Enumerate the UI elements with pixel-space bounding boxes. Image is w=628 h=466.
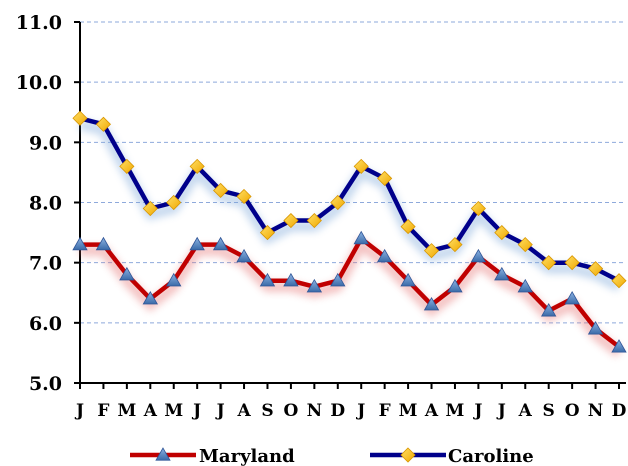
maryland-line-shadow: [80, 237, 623, 357]
y-tick-label: 8.0: [29, 193, 62, 215]
maryland-point: [330, 272, 346, 287]
caroline-point: [447, 237, 463, 253]
maryland-point: [212, 236, 229, 251]
x-tick-label: J: [355, 401, 365, 421]
caroline-point: [494, 225, 510, 241]
x-tick-label: J: [215, 401, 225, 421]
caroline-point: [95, 116, 112, 132]
caroline-point: [236, 188, 252, 205]
legend-item-maryland: Maryland: [130, 446, 295, 466]
x-tick-label: A: [424, 401, 439, 421]
maryland-point: [517, 278, 533, 293]
x-tick-label: J: [472, 401, 482, 421]
maryland-point: [189, 236, 205, 251]
x-tick-label: D: [330, 401, 345, 421]
x-tick-label: J: [191, 401, 201, 421]
y-tick-label: 5.0: [29, 373, 62, 395]
x-tick-label: F: [379, 401, 391, 421]
caroline-point: [119, 158, 135, 174]
caroline-point: [377, 170, 393, 186]
gridlines: [80, 21, 626, 324]
maryland-point: [541, 302, 557, 317]
maryland-point: [470, 248, 487, 263]
caroline-point: [330, 194, 346, 211]
legend-marker: [400, 447, 416, 463]
legend-marker: [155, 447, 171, 461]
x-tick-label: O: [565, 401, 580, 421]
legend: Maryland Caroline: [130, 446, 534, 466]
caroline-point: [470, 200, 486, 217]
caroline-point: [423, 243, 440, 259]
maryland-point: [423, 296, 440, 311]
x-tick-label: D: [612, 401, 627, 421]
maryland-point: [564, 290, 580, 305]
x-tick-label: M: [446, 401, 465, 421]
x-tick-label: N: [588, 401, 604, 421]
maryland-point: [587, 321, 604, 335]
legend-label: Caroline: [448, 446, 534, 466]
maryland-point: [611, 339, 627, 353]
x-tick-label: M: [117, 401, 136, 421]
maryland-point: [494, 266, 510, 281]
x-tick-label: J: [74, 401, 84, 421]
caroline-point: [306, 212, 322, 229]
x-tick-label: S: [543, 401, 555, 421]
maryland-point: [306, 278, 323, 293]
caroline-line-shadow: [78, 119, 622, 292]
y-tick-label: 9.0: [29, 132, 62, 154]
caroline-point: [353, 158, 369, 174]
axes: [74, 21, 626, 389]
maryland-point: [283, 272, 299, 287]
caroline-point: [142, 200, 158, 217]
y-tick-label: 7.0: [29, 253, 62, 275]
caroline-point: [283, 212, 299, 229]
caroline-point: [400, 219, 416, 235]
maryland-point: [447, 278, 463, 293]
x-tick-label: A: [143, 401, 158, 421]
caroline-point: [72, 110, 88, 126]
x-tick-label: F: [97, 401, 109, 421]
maryland-point: [376, 248, 393, 263]
maryland-point: [142, 290, 158, 305]
x-tick-label: S: [261, 401, 273, 421]
maryland-point: [72, 236, 88, 251]
legend-item-caroline: Caroline: [370, 446, 534, 466]
caroline-point: [166, 194, 182, 211]
y-tick-labels: 5.0 6.0 7.0 8.0 9.0 10.0 11.0: [16, 12, 62, 395]
maryland-point: [400, 272, 416, 287]
maryland-point: [236, 248, 252, 263]
x-tick-label: M: [399, 401, 418, 421]
caroline-series: [72, 110, 627, 292]
x-tick-label: M: [164, 401, 183, 421]
x-tick-label: N: [307, 401, 323, 421]
y-tick-label: 11.0: [16, 12, 62, 34]
maryland-point: [166, 272, 182, 287]
legend-label: Maryland: [199, 446, 295, 466]
y-tick-label: 6.0: [29, 313, 62, 335]
series: [72, 110, 627, 357]
caroline-point: [564, 255, 580, 271]
maryland-series: [72, 230, 627, 357]
maryland-point: [259, 272, 276, 287]
caroline-point: [259, 225, 276, 241]
caroline-point: [517, 237, 533, 253]
caroline-point: [587, 261, 604, 277]
caroline-point: [189, 158, 205, 174]
x-tick-label: A: [518, 401, 533, 421]
maryland-point: [119, 266, 135, 281]
caroline-point: [541, 255, 557, 271]
maryland-point: [353, 230, 369, 245]
x-tick-label: A: [236, 401, 251, 421]
x-tick-label: O: [284, 401, 299, 421]
x-tick-label: J: [496, 401, 506, 421]
caroline-point: [213, 182, 229, 199]
caroline-point: [611, 273, 627, 289]
maryland-point: [95, 236, 112, 251]
y-tick-label: 10.0: [16, 72, 62, 94]
